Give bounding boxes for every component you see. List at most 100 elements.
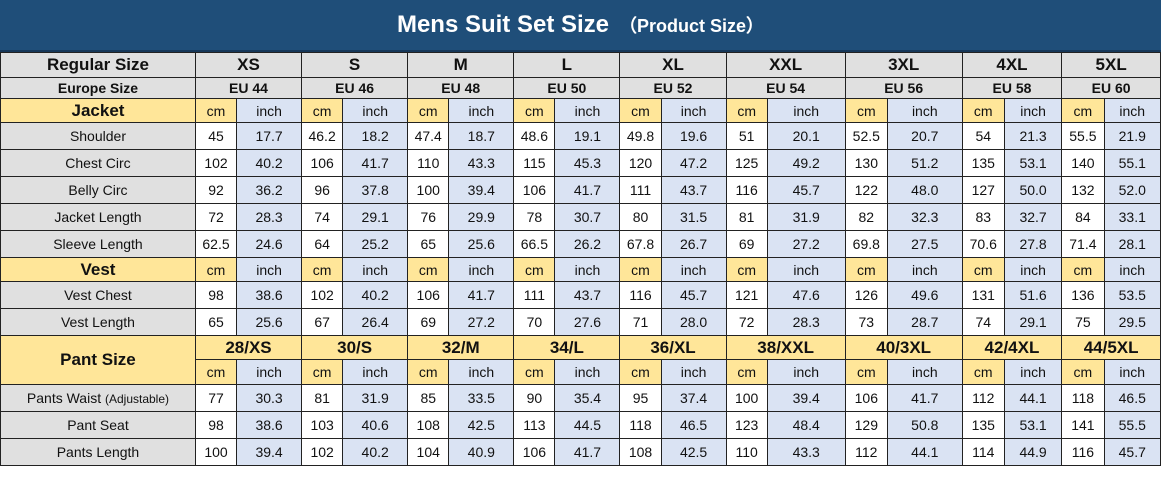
regular-size-row: Regular Size XS S M L XL XXL 3XL 4XL 5XL [0, 52, 1161, 78]
jacket-label: Jacket [0, 98, 196, 123]
unit-cm: cm [961, 359, 1005, 385]
value-cm: 48.6 [513, 122, 556, 150]
size-header: 4XL [961, 52, 1063, 78]
value-inch: 51.2 [886, 149, 963, 177]
value-cm: 75 [1061, 308, 1105, 336]
measurement-row: Jacket Length 72 28.3 74 29.1 76 29.9 78 30.7 80 3… [0, 203, 1161, 231]
value-inch: 41.7 [448, 281, 515, 309]
value-inch: 26.7 [660, 230, 727, 258]
value-cm: 64 [301, 230, 344, 258]
measurement-row: Pant Seat 98 38.6 103 40.6 108 42.5 113 44.5 118 4… [0, 411, 1161, 439]
value-cm: 66.5 [513, 230, 556, 258]
value-inch: 40.6 [342, 411, 409, 439]
unit-cm: cm [513, 359, 556, 385]
unit-cm: cm [961, 257, 1005, 282]
unit-cm: cm [961, 98, 1005, 123]
value-inch: 41.7 [554, 438, 621, 466]
value-cm: 69 [407, 308, 450, 336]
unit-cm: cm [301, 98, 344, 123]
value-cm: 90 [513, 384, 556, 412]
value-cm: 116 [725, 176, 768, 204]
unit-inch: inch [1103, 359, 1161, 385]
unit-inch: inch [1003, 98, 1063, 123]
value-inch: 52.0 [1103, 176, 1161, 204]
value-cm: 98 [194, 411, 238, 439]
measurement-row: Sleeve Length 62.5 24.6 64 25.2 65 25.6 66.5 26.… [0, 230, 1161, 258]
value-cm: 52.5 [844, 122, 888, 150]
value-inch: 38.6 [236, 411, 303, 439]
value-cm: 67.8 [619, 230, 662, 258]
unit-inch: inch [886, 359, 963, 385]
value-cm: 130 [844, 149, 888, 177]
value-cm: 47.4 [407, 122, 450, 150]
value-cm: 116 [619, 281, 662, 309]
measurement-note: (Adjustable) [104, 392, 170, 406]
pant-size-header: 28/XS [194, 335, 303, 360]
unit-cm: cm [301, 359, 344, 385]
value-inch: 29.1 [342, 203, 409, 231]
value-inch: 36.2 [236, 176, 303, 204]
value-inch: 43.3 [448, 149, 515, 177]
value-cm: 108 [619, 438, 662, 466]
value-inch: 18.7 [448, 122, 515, 150]
size-header: 5XL [1061, 52, 1161, 78]
pant-size-header: 38/XXL [725, 335, 846, 360]
value-cm: 74 [301, 203, 344, 231]
unit-inch: inch [766, 359, 846, 385]
value-inch: 48.4 [766, 411, 846, 439]
unit-cm: cm [194, 98, 238, 123]
value-inch: 28.0 [660, 308, 727, 336]
unit-cm: cm [619, 359, 662, 385]
value-inch: 43.7 [554, 281, 621, 309]
value-inch: 33.1 [1103, 203, 1161, 231]
value-inch: 32.7 [1003, 203, 1063, 231]
measurement-row: Vest Chest 98 38.6 102 40.2 106 41.7 111 43.7 116… [0, 281, 1161, 309]
value-cm: 54 [961, 122, 1005, 150]
chart-title: Mens Suit Set Size [396, 11, 610, 38]
value-inch: 31.9 [342, 384, 409, 412]
measurement-label: Shoulder [0, 122, 196, 150]
value-inch: 20.1 [766, 122, 846, 150]
pant-size-header: 34/L [513, 335, 621, 360]
pant-size-header: 32/M [407, 335, 515, 360]
value-inch: 39.4 [448, 176, 515, 204]
value-inch: 48.0 [886, 176, 963, 204]
value-inch: 21.9 [1103, 122, 1161, 150]
unit-cm: cm [1061, 359, 1105, 385]
unit-inch: inch [766, 98, 846, 123]
size-header: XL [619, 52, 727, 78]
unit-inch: inch [766, 257, 846, 282]
value-inch: 28.1 [1103, 230, 1161, 258]
pant-size-label: Pant Size [0, 335, 196, 385]
value-inch: 19.1 [554, 122, 621, 150]
value-inch: 40.2 [342, 438, 409, 466]
value-cm: 125 [725, 149, 768, 177]
pant-size-header: 44/5XL [1061, 335, 1161, 360]
unit-cm: cm [513, 257, 556, 282]
value-cm: 96 [301, 176, 344, 204]
value-cm: 72 [725, 308, 768, 336]
value-inch: 46.5 [1103, 384, 1161, 412]
unit-cm: cm [194, 359, 238, 385]
value-inch: 44.9 [1003, 438, 1063, 466]
value-cm: 115 [513, 149, 556, 177]
value-inch: 45.7 [660, 281, 727, 309]
value-inch: 37.8 [342, 176, 409, 204]
value-cm: 82 [844, 203, 888, 231]
unit-cm: cm [725, 257, 768, 282]
value-inch: 45.7 [766, 176, 846, 204]
value-cm: 136 [1061, 281, 1105, 309]
value-cm: 106 [513, 438, 556, 466]
value-cm: 98 [194, 281, 238, 309]
value-inch: 21.3 [1003, 122, 1063, 150]
measurement-label: Pants Length [0, 438, 196, 466]
unit-inch: inch [236, 359, 303, 385]
unit-cm: cm [619, 257, 662, 282]
value-cm: 127 [961, 176, 1005, 204]
size-header: S [301, 52, 409, 78]
value-cm: 111 [513, 281, 556, 309]
value-inch: 24.6 [236, 230, 303, 258]
value-inch: 29.5 [1103, 308, 1161, 336]
value-inch: 43.3 [766, 438, 846, 466]
title-bar: Mens Suit Set Size （Product Size） [0, 0, 1161, 52]
